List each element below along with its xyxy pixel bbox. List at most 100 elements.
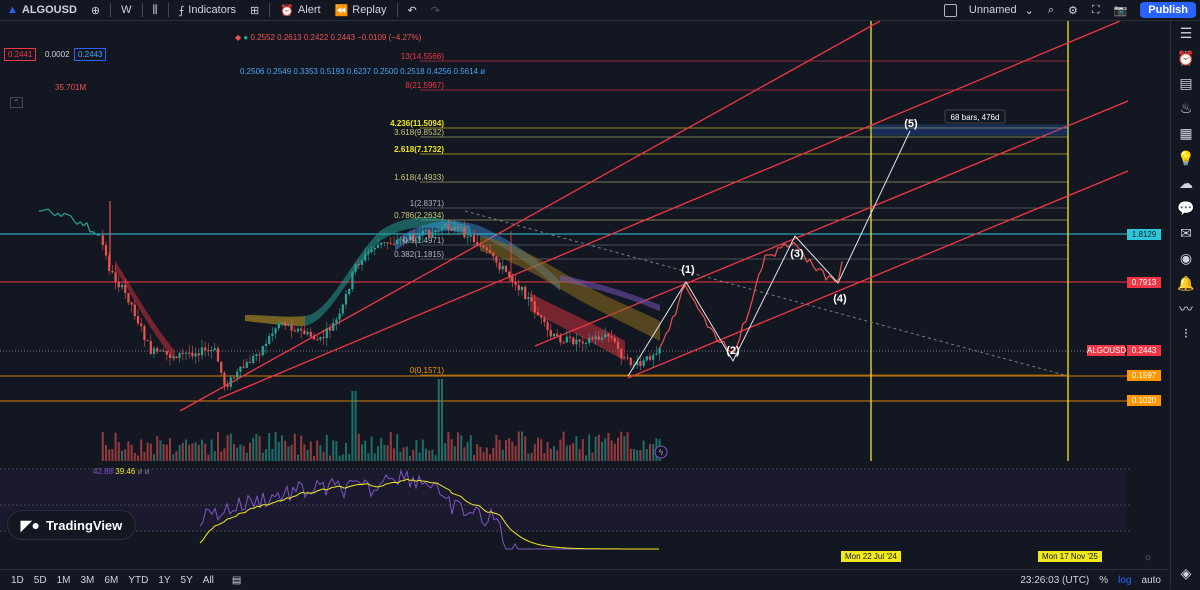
calendar-button[interactable]: ▦: [1171, 121, 1200, 146]
price-line-segment: [820, 268, 823, 270]
timeframe-1d[interactable]: 1D: [6, 575, 29, 586]
chats-button[interactable]: 💬: [1171, 196, 1200, 221]
candle-body: [166, 351, 168, 355]
notifications-button[interactable]: 🔔: [1171, 271, 1200, 296]
dom-button[interactable]: ⁝: [1171, 321, 1200, 346]
rsi-value: 42.88: [93, 467, 113, 476]
log-toggle[interactable]: log: [1118, 575, 1131, 586]
fullscreen-button[interactable]: ⛶: [1085, 0, 1107, 20]
volume-bar: [150, 444, 152, 461]
replay-button[interactable]: ⏪ Replay: [328, 0, 394, 20]
collapse-legend-button[interactable]: ⌃: [10, 97, 23, 108]
watchlist-button[interactable]: ☰: [1171, 21, 1200, 46]
candle-body: [374, 248, 376, 250]
candle-body: [463, 227, 465, 237]
list-icon: ▤: [1179, 75, 1192, 92]
volume-bar: [527, 454, 529, 461]
layers-button[interactable]: ◈: [1171, 561, 1200, 586]
volume-bar: [412, 450, 414, 461]
templates-button[interactable]: ⊞: [243, 0, 266, 20]
wave-label-5: (5): [904, 118, 918, 130]
volume-bar: [345, 443, 347, 461]
candle-body: [435, 231, 437, 233]
volume-bar: [319, 445, 321, 461]
timeframe-1y[interactable]: 1Y: [153, 575, 175, 586]
ideas-button[interactable]: 💡: [1171, 146, 1200, 171]
trading-button[interactable]: 〰: [1171, 296, 1200, 321]
candle-body: [169, 354, 171, 358]
top-toolbar: ▲ ALGOUSD ⊕ W ⫼ ⨍ Indicators ⊞ ⏰ Alert ⏪…: [0, 0, 1200, 21]
volume-bar: [137, 455, 139, 461]
fib-label: 0.5(1.4971): [403, 236, 444, 245]
streams-button[interactable]: ☁: [1171, 171, 1200, 196]
dots-icon: ⁝: [1184, 325, 1188, 342]
tradingview-logo[interactable]: ◤● TradingView: [8, 511, 135, 539]
rsi-extra: ø ø: [138, 467, 150, 476]
interval-button[interactable]: W: [114, 0, 138, 20]
timeframe-1m[interactable]: 1M: [52, 575, 76, 586]
candle-body: [227, 385, 229, 387]
timeframe-3m[interactable]: 3M: [76, 575, 100, 586]
timeframe-6m[interactable]: 6M: [99, 575, 123, 586]
candle-body: [527, 297, 529, 299]
redo-button[interactable]: ↷: [424, 0, 447, 20]
candle-body: [291, 324, 293, 330]
candle-body: [323, 337, 325, 338]
price-line-segment: [685, 285, 688, 291]
chart-type-button[interactable]: ⫼: [146, 0, 165, 20]
symbol-search[interactable]: ▲ ALGOUSD: [0, 0, 84, 20]
candle-body: [470, 235, 472, 236]
candle-body: [438, 230, 440, 231]
percent-toggle[interactable]: %: [1099, 575, 1108, 586]
price-label-2: 0.7913: [1127, 277, 1161, 288]
lightbulb-icon: 💡: [1177, 150, 1194, 167]
chart-settings-icon[interactable]: ☼: [1143, 552, 1152, 563]
candle-body: [275, 328, 277, 333]
grid-icon: ⊞: [250, 4, 259, 17]
volume-bar: [233, 444, 235, 461]
timeframe-5d[interactable]: 5D: [29, 575, 52, 586]
data-window-button[interactable]: ▤: [1171, 71, 1200, 96]
volume-bar: [505, 440, 507, 461]
timeframe-ytd[interactable]: YTD: [123, 575, 153, 586]
timeframe-all[interactable]: All: [198, 575, 219, 586]
close-icon[interactable]: ◆: [235, 33, 241, 42]
alert-button[interactable]: ⏰ Alert: [273, 0, 327, 20]
hotlist-button[interactable]: ♨: [1171, 96, 1200, 121]
price-line-segment: [55, 213, 58, 216]
clock[interactable]: 23:26:03 (UTC): [1020, 575, 1089, 586]
podcast-button[interactable]: ◉: [1171, 246, 1200, 271]
volume-bar: [623, 436, 625, 461]
ask-price[interactable]: 0.2443: [74, 48, 106, 61]
volume-bar: [399, 452, 401, 461]
candle-body: [575, 340, 577, 345]
date-range-button[interactable]: ▤: [227, 575, 246, 586]
messages-button[interactable]: ✉: [1171, 221, 1200, 246]
bid-price[interactable]: 0.2441: [4, 48, 36, 61]
volume-bar: [198, 445, 200, 461]
settings-button[interactable]: ⚙: [1061, 0, 1085, 20]
candle-body: [547, 322, 549, 330]
wave-label-2: (2): [726, 345, 740, 357]
compare-symbol-button[interactable]: ⊕: [84, 0, 107, 20]
timeframe-5y[interactable]: 5Y: [176, 575, 198, 586]
volume-bar: [236, 448, 238, 461]
candles-icon: ⫼: [153, 4, 158, 17]
candle-body: [563, 342, 565, 343]
volume-bars: [102, 379, 661, 461]
candle-body: [521, 287, 523, 290]
price-chart[interactable]: 68 bars, 476d (1) (2) (3) (4) (5) ϟ ☼: [0, 21, 1169, 568]
price-line-segment: [794, 242, 797, 246]
search-button[interactable]: ⌕: [1041, 0, 1061, 20]
candle-body: [230, 377, 232, 386]
auto-toggle[interactable]: auto: [1142, 575, 1161, 586]
publish-button[interactable]: Publish: [1140, 2, 1196, 18]
alerts-button[interactable]: ⏰: [1171, 46, 1200, 71]
channel-1-upper: [180, 21, 880, 411]
indicators-button[interactable]: ⨍ Indicators: [172, 0, 243, 20]
volume-bar: [393, 448, 395, 461]
undo-button[interactable]: ↶: [401, 0, 424, 20]
volume-bar: [377, 446, 379, 461]
snapshot-button[interactable]: 📷: [1107, 0, 1135, 20]
layout-button[interactable]: Unnamed ⌄: [937, 0, 1041, 20]
